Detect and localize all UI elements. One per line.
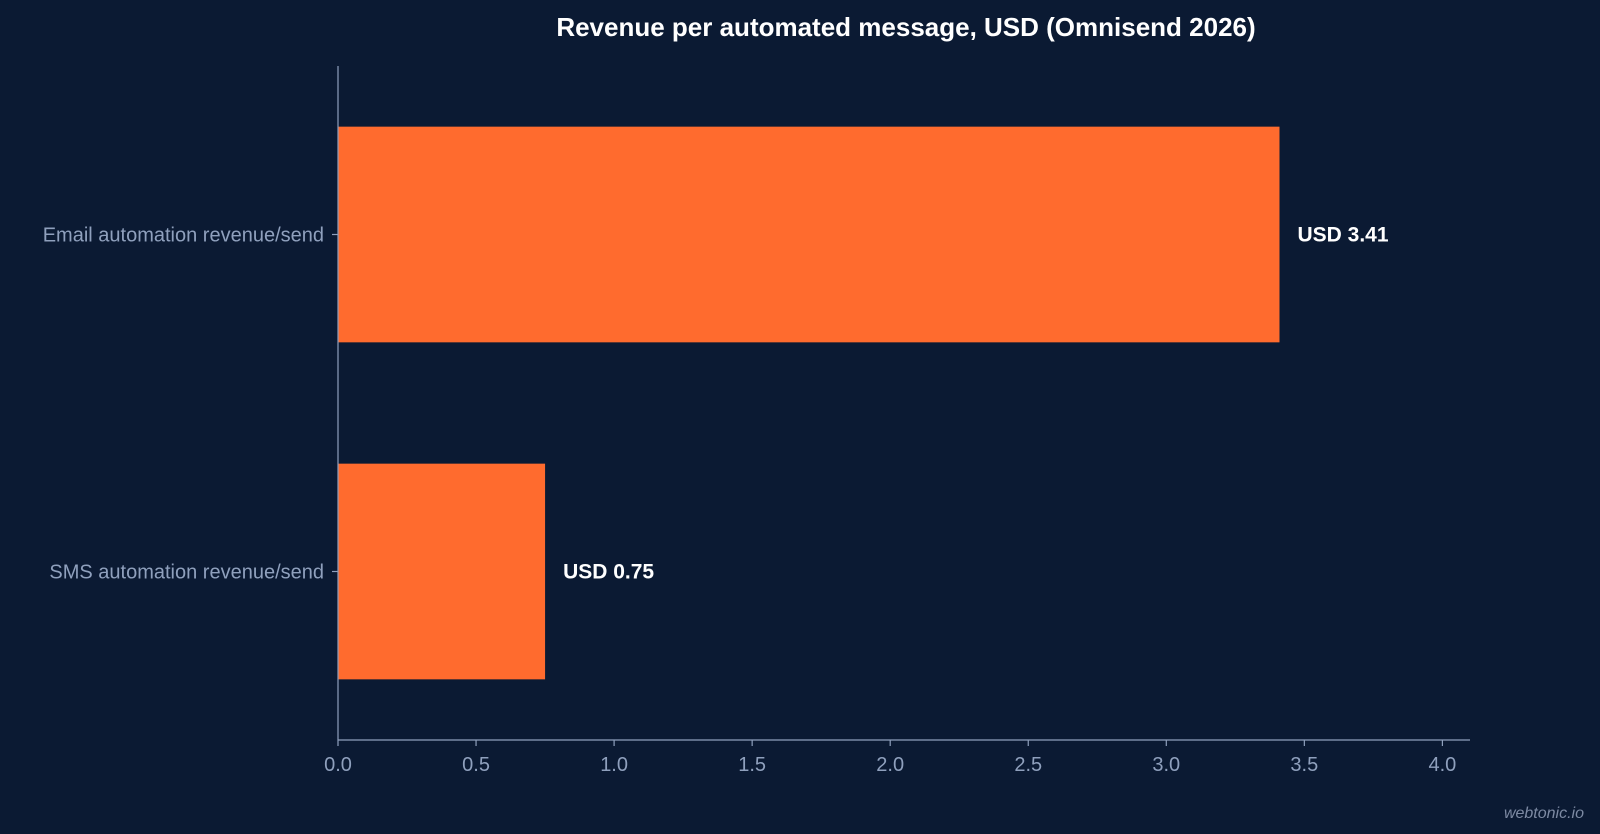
data-label: USD 3.41: [1297, 224, 1388, 247]
data-label: USD 0.75: [563, 561, 654, 584]
bar: [338, 463, 546, 680]
x-tick-label: 0.0: [324, 754, 352, 776]
x-tick-label: 2.5: [1014, 754, 1042, 776]
plot-area: Email automation revenue/send USD 3.41 SMS…: [43, 66, 1470, 776]
x-tick-label: 4.0: [1428, 754, 1456, 776]
bar: [338, 126, 1280, 343]
chart-title: Revenue per automated message, USD (Omni…: [556, 12, 1255, 42]
watermark: webtonic.io: [1504, 805, 1584, 822]
x-tick-label: 1.5: [738, 754, 766, 776]
y-tick-label: Email automation revenue/send: [43, 225, 324, 247]
x-tick-label: 1.0: [600, 754, 628, 776]
x-tick-label: 0.5: [462, 754, 490, 776]
y-tick-label: SMS automation revenue/send: [49, 562, 324, 584]
x-tick-label: 3.5: [1290, 754, 1318, 776]
x-tick-label: 3.0: [1152, 754, 1180, 776]
x-tick-label: 2.0: [876, 754, 904, 776]
